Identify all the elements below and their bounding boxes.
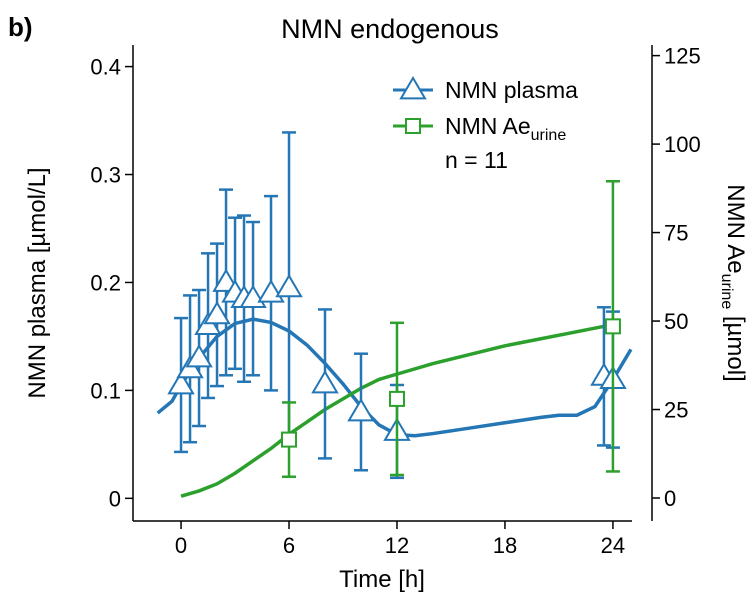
y2-label-subscript: urine xyxy=(718,274,735,310)
y2-label-suffix: [µmol] xyxy=(722,309,749,382)
chart-title: NMN endogenous xyxy=(281,14,499,44)
x-tick-label: 12 xyxy=(385,533,409,558)
y2-tick-label: 25 xyxy=(664,398,688,423)
marker xyxy=(203,300,231,325)
panel-label: b) xyxy=(8,12,33,42)
marker xyxy=(399,76,427,100)
fit-line xyxy=(180,322,614,498)
legend-label: NMN plasma xyxy=(445,77,578,103)
x-tick-label: 6 xyxy=(283,533,295,558)
y2-tick-label: 75 xyxy=(664,221,688,246)
y2-tick-label: 0 xyxy=(664,486,676,511)
marker xyxy=(311,369,339,394)
marker xyxy=(185,344,213,368)
marker xyxy=(388,390,405,407)
x-tick-label: 18 xyxy=(493,533,517,558)
y2-axis-label: NMN Aeurine [µmol] xyxy=(718,184,749,381)
y-tick-label: 0.4 xyxy=(90,55,121,80)
legend-subscript: urine xyxy=(531,127,567,144)
x-tick-label: 24 xyxy=(601,533,625,558)
annotation: n = 11 xyxy=(445,147,508,173)
marker xyxy=(275,273,303,298)
y2-label-text: NMN Ae xyxy=(722,184,749,273)
x-axis-label: Time [h] xyxy=(339,566,425,593)
legend-label: NMN Aeurine xyxy=(445,113,566,144)
marker xyxy=(347,398,375,422)
y-tick-label: 0.3 xyxy=(90,163,121,188)
y2-tick-label: 50 xyxy=(664,309,688,334)
y-tick-label: 0.2 xyxy=(90,270,121,295)
y2-tick-label: 100 xyxy=(664,132,701,157)
y-tick-label: 0.1 xyxy=(90,378,121,403)
y2-tick-label: 125 xyxy=(664,44,701,69)
marker xyxy=(405,118,421,134)
x-tick-label: 0 xyxy=(175,533,187,558)
y-axis-label: NMN plasma [µmol/L] xyxy=(24,167,51,398)
legend-name: NMN plasma xyxy=(445,77,578,103)
marker xyxy=(281,431,298,448)
marker xyxy=(604,318,621,335)
marker xyxy=(167,371,195,395)
legend-name: NMN Ae xyxy=(445,113,531,139)
y-tick-label: 0 xyxy=(109,486,121,511)
